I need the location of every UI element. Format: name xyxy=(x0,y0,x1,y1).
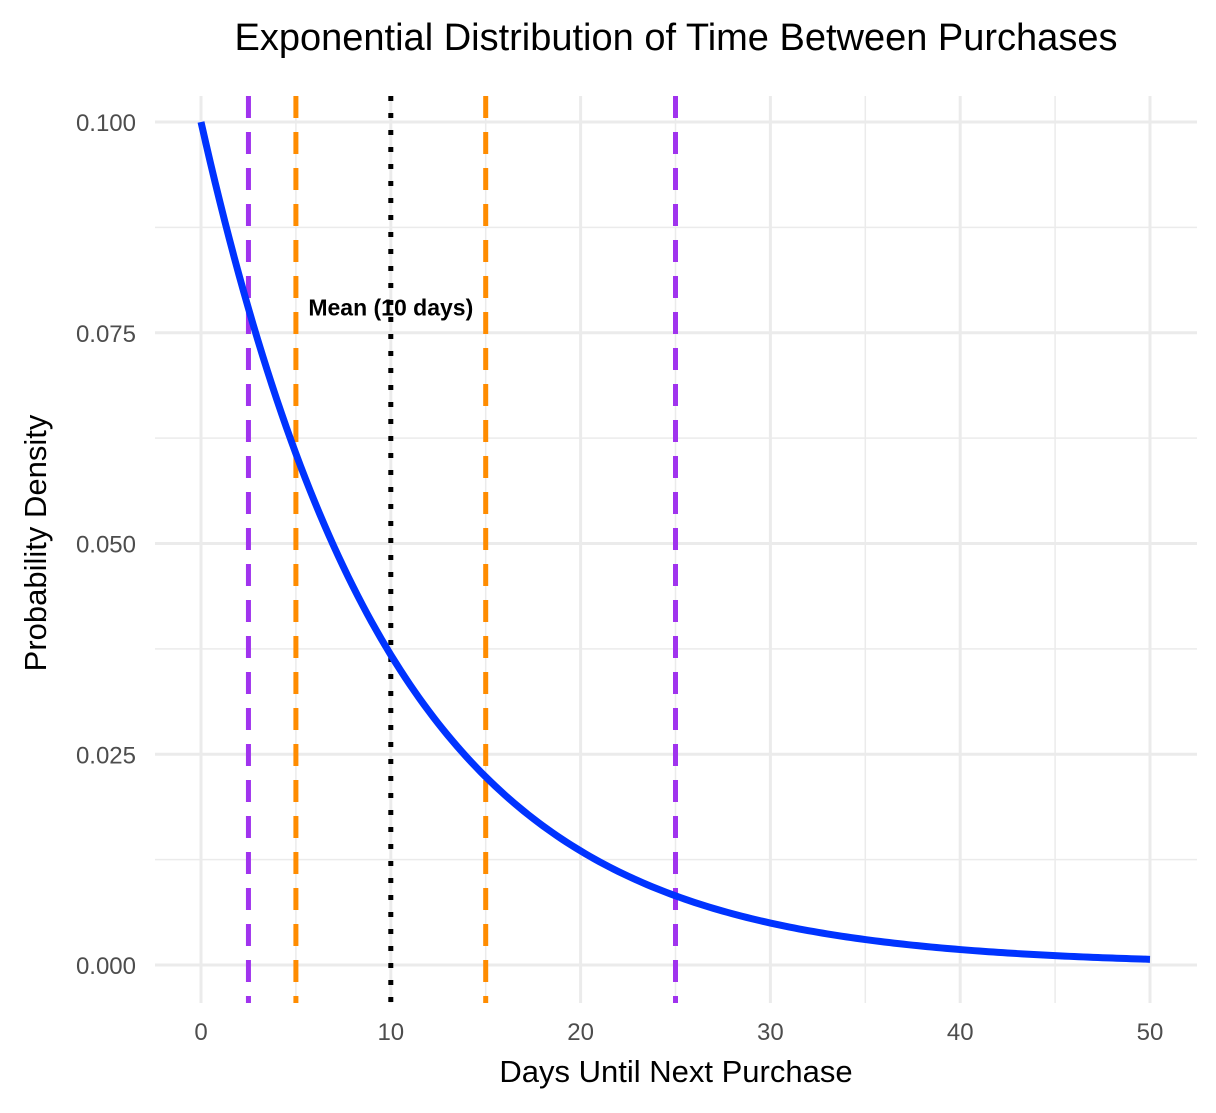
y-tick-label: 0.075 xyxy=(76,321,136,348)
x-tick-label: 0 xyxy=(194,1019,207,1046)
x-tick-label: 40 xyxy=(947,1019,974,1046)
x-tick-label: 10 xyxy=(377,1019,404,1046)
x-tick-label: 50 xyxy=(1137,1019,1164,1046)
x-axis-title: Days Until Next Purchase xyxy=(499,1054,852,1089)
y-tick-label: 0.100 xyxy=(76,110,136,137)
y-axis-title: Probability Density xyxy=(18,414,53,671)
y-tick-label: 0.025 xyxy=(76,742,136,769)
y-tick-label: 0.050 xyxy=(76,532,136,559)
x-tick-label: 30 xyxy=(757,1019,784,1046)
x-tick-label: 20 xyxy=(567,1019,594,1046)
mean-annotation: Mean (10 days) xyxy=(308,294,473,320)
y-tick-label: 0.000 xyxy=(76,953,136,980)
chart-title: Exponential Distribution of Time Between… xyxy=(235,17,1118,59)
density-curve-line xyxy=(197,121,1151,963)
